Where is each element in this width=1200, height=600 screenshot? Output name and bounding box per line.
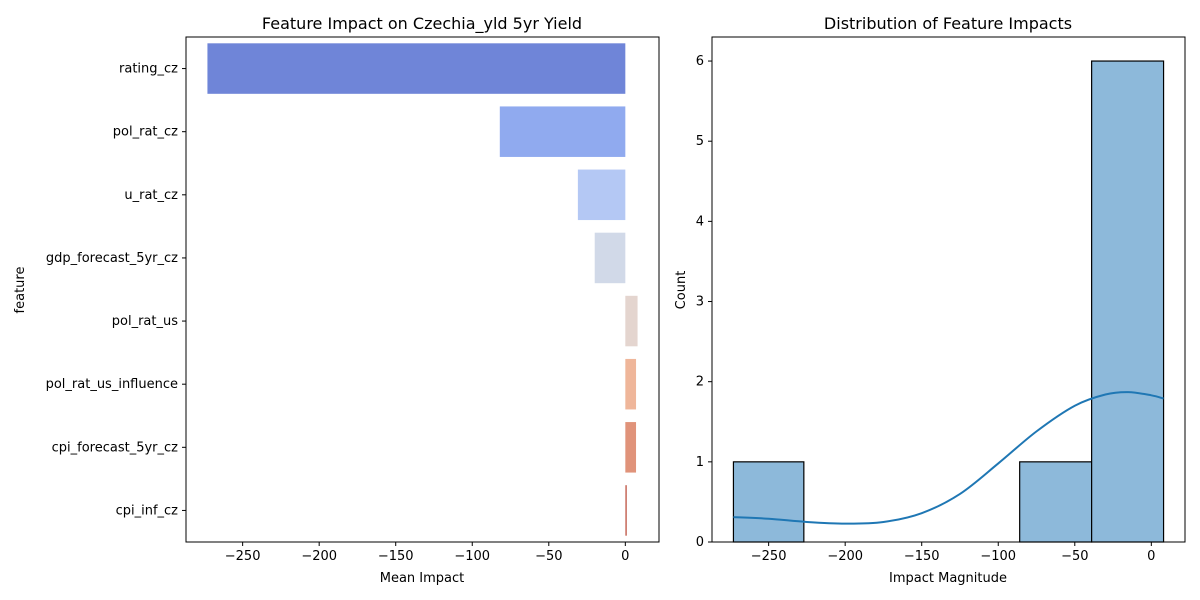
bar: [207, 43, 626, 94]
x-tick-label: −150: [378, 549, 414, 564]
histogram-bar: [1091, 60, 1165, 543]
y-axis-label: feature: [13, 267, 28, 314]
impact-distribution-chart: Distribution of Feature Impacts 0123456 …: [674, 14, 1186, 586]
y-tick-label: 6: [696, 54, 704, 69]
x-tick-label: 0: [1147, 549, 1155, 564]
chart-title: Distribution of Feature Impacts: [824, 14, 1072, 33]
y-tick-label: u_rat_cz: [124, 188, 178, 203]
chart-title: Feature Impact on Czechia_yld 5yr Yield: [262, 14, 582, 34]
y-tick-label: 3: [696, 295, 704, 310]
x-axis-label: Impact Magnitude: [889, 571, 1007, 586]
x-tick-label: −150: [904, 549, 940, 564]
plot-frame: [185, 36, 660, 543]
x-tick-label: −100: [980, 549, 1016, 564]
x-tick-label: −250: [225, 549, 261, 564]
y-tick-label: pol_rat_us: [112, 314, 178, 329]
y-tick-label: pol_rat_us_influence: [46, 377, 178, 392]
bar: [625, 358, 637, 410]
y-tick-label: cpi_forecast_5yr_cz: [52, 440, 179, 455]
y-tick-label: pol_rat_cz: [113, 125, 178, 140]
histogram-bar: [732, 461, 805, 543]
plot-frame: [711, 36, 1186, 543]
bar: [594, 232, 626, 284]
y-axis-label: Count: [674, 271, 689, 310]
histogram-bar: [1019, 461, 1093, 543]
y-tick-label: 2: [696, 375, 704, 390]
y-tick-label: gdp_forecast_5yr_cz: [46, 251, 178, 266]
bar: [625, 422, 637, 473]
bar: [499, 106, 626, 157]
y-tick-label: 0: [696, 535, 704, 550]
x-tick-label: 0: [621, 549, 629, 564]
x-tick-label: −50: [535, 549, 562, 564]
x-tick-label: −100: [454, 549, 490, 564]
x-tick-label: −200: [827, 549, 863, 564]
kde-line: [733, 391, 1164, 525]
y-tick-label: 1: [696, 455, 704, 470]
bar: [577, 169, 626, 221]
x-axis-label: Mean Impact: [380, 571, 465, 586]
x-tick-label: −250: [751, 549, 787, 564]
y-tick-label: rating_cz: [119, 62, 178, 77]
bar: [625, 295, 638, 347]
y-tick-label: 4: [696, 214, 704, 229]
bar: [625, 485, 627, 536]
x-tick-label: −50: [1061, 549, 1088, 564]
x-tick-label: −200: [301, 549, 337, 564]
feature-impact-chart: Feature Impact on Czechia_yld 5yr Yield …: [13, 14, 660, 586]
y-tick-label: 5: [696, 134, 704, 149]
y-tick-label: cpi_inf_cz: [116, 503, 179, 518]
